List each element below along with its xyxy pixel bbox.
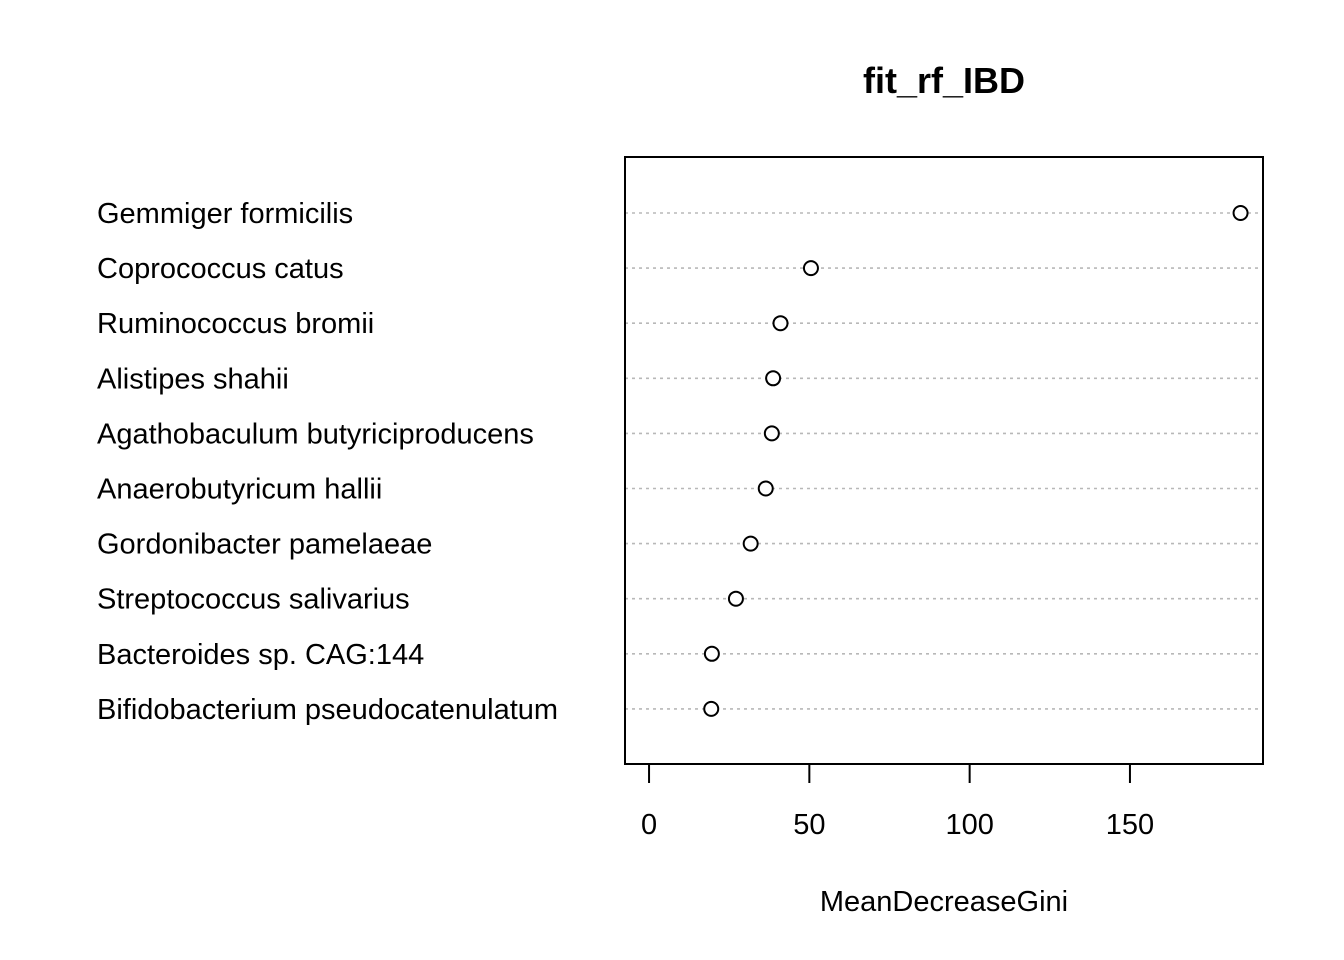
category-labels: Gemmiger formicilis Coprococcus catus Rumi… (97, 198, 558, 726)
category-label: Gordonibacter pamelaeae (97, 529, 432, 561)
chart-title: fit_rf_IBD (863, 60, 1025, 101)
x-axis: 0 50 100 150 (641, 763, 1154, 841)
x-tick-label: 100 (945, 809, 993, 841)
category-label: Anaerobutyricum hallii (97, 474, 382, 506)
category-label: Alistipes shahii (97, 363, 289, 395)
data-point (1232, 205, 1249, 221)
x-axis-title: MeanDecreaseGini (820, 886, 1068, 918)
category-label: Bacteroides sp. CAG:144 (97, 639, 424, 671)
data-points (703, 205, 1249, 717)
data-point (703, 645, 720, 662)
data-point (757, 480, 774, 497)
x-tick-label: 50 (793, 809, 825, 841)
data-point (742, 535, 759, 552)
category-label: Ruminococcus bromii (97, 308, 374, 340)
x-tick-label: 0 (641, 809, 657, 841)
data-point (703, 700, 720, 717)
category-label: Coprococcus catus (97, 253, 344, 285)
category-label: Bifidobacterium pseudocatenulatum (97, 694, 558, 726)
category-label: Streptococcus salivarius (97, 584, 410, 616)
guide-lines (625, 212, 1263, 710)
x-tick-label: 150 (1106, 809, 1154, 841)
data-point (727, 590, 744, 607)
data-point (772, 315, 789, 332)
data-point (765, 370, 782, 387)
data-point (802, 260, 819, 277)
plot-frame (624, 156, 1264, 765)
category-label: Agathobaculum butyriciproducens (97, 418, 534, 450)
category-label: Gemmiger formicilis (97, 198, 353, 230)
data-point (763, 425, 780, 442)
